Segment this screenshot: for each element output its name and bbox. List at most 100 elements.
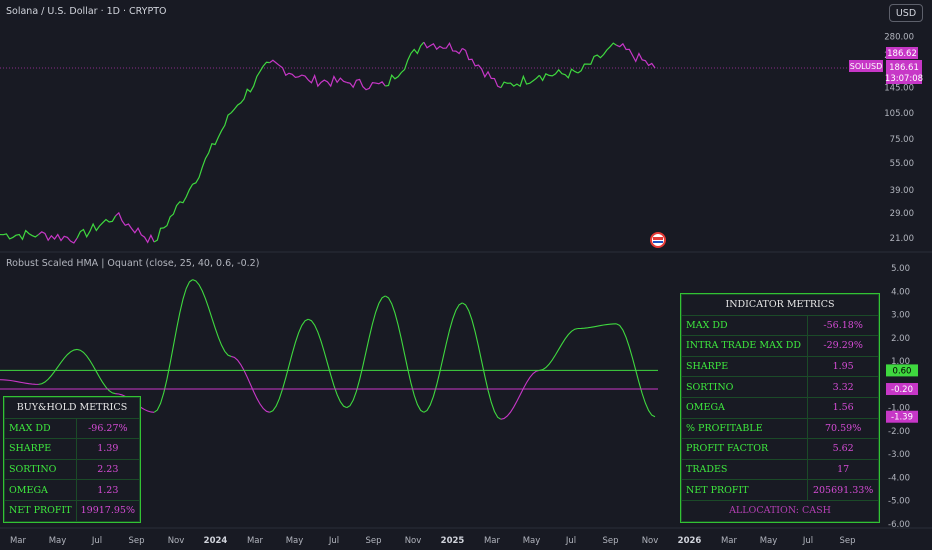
time-axis-label: Jul bbox=[802, 536, 813, 546]
metric-label: INTRA TRADE MAX DD bbox=[680, 335, 809, 357]
indicator-tick-label: 5.00 bbox=[891, 264, 910, 274]
time-axis-label: May bbox=[49, 536, 67, 546]
price-segment bbox=[385, 41, 425, 87]
metric-label: SORTINO bbox=[4, 458, 77, 481]
table-row: SHARPE 1.39 bbox=[4, 438, 140, 460]
price-tick-label: 39.00 bbox=[890, 186, 914, 196]
metric-label: OMEGA bbox=[680, 396, 809, 419]
time-axis-label: 2026 bbox=[678, 536, 702, 546]
metric-label: NET PROFIT bbox=[4, 499, 77, 522]
time-axis-label: 2025 bbox=[441, 536, 465, 546]
indicator-title[interactable]: Robust Scaled HMA | Oquant (close, 25, 4… bbox=[6, 258, 260, 269]
indicator-segment bbox=[153, 279, 193, 413]
indicator-segment bbox=[539, 327, 579, 371]
indicator-tick-label: -2.00 bbox=[888, 427, 910, 437]
current-indicator-tag: -1.39 bbox=[891, 413, 913, 423]
time-axis-label: Nov bbox=[405, 536, 422, 546]
upper-threshold-tag-bg bbox=[886, 364, 918, 377]
currency-button[interactable]: USD bbox=[889, 4, 923, 22]
symbol-tag-bg bbox=[849, 60, 883, 72]
time-axis-label: 2024 bbox=[204, 536, 228, 546]
price-tick-label: 75.00 bbox=[890, 135, 914, 145]
price-segment bbox=[269, 59, 309, 81]
price-segment bbox=[0, 229, 39, 241]
table-row: OMEGA 1.23 bbox=[4, 479, 140, 501]
price-segment bbox=[423, 41, 463, 55]
indicator-metrics-table: INDICATOR METRICS MAX DD -56.18% INTRA TR… bbox=[680, 293, 880, 523]
metric-label: TRADES bbox=[680, 458, 809, 481]
metric-value: 205691.33% bbox=[807, 479, 879, 501]
time-axis-label: Jul bbox=[328, 536, 339, 546]
metric-label: MAX DD bbox=[4, 417, 77, 440]
indicator-segment bbox=[346, 295, 386, 409]
table-row: NET PROFIT 19917.95% bbox=[4, 499, 140, 522]
metric-value: 5.62 bbox=[807, 438, 879, 460]
indicator-segment bbox=[423, 302, 463, 413]
price-segment bbox=[577, 42, 617, 74]
metric-value: 17 bbox=[807, 458, 879, 481]
table-row: MAX DD -56.18% bbox=[680, 314, 879, 337]
price-segment bbox=[38, 231, 78, 244]
last-price-high-tag-bg bbox=[886, 47, 918, 59]
time-axis-label: Jul bbox=[565, 536, 576, 546]
price-segment bbox=[192, 112, 232, 185]
metric-value: 1.23 bbox=[75, 479, 140, 501]
table-row: OMEGA 1.56 bbox=[680, 396, 879, 419]
price-segment bbox=[500, 74, 540, 88]
chart-title: Solana / U.S. Dollar · 1D · CRYPTO bbox=[6, 6, 167, 17]
time-axis-label: Sep bbox=[128, 536, 144, 546]
indicator-segment bbox=[500, 369, 540, 420]
price-tick-label: 29.00 bbox=[890, 209, 914, 219]
metric-value: 19917.95% bbox=[75, 499, 140, 522]
flag-icon[interactable] bbox=[650, 232, 666, 248]
price-segment bbox=[115, 211, 155, 244]
price-tick-label: 21.00 bbox=[890, 234, 914, 244]
indicator-tick-label: -3.00 bbox=[888, 450, 910, 460]
table-row: % PROFITABLE 70.59% bbox=[680, 417, 879, 440]
time-axis-label: Nov bbox=[168, 536, 185, 546]
countdown-label: 13:07:08 bbox=[885, 74, 923, 84]
indicator-segment bbox=[385, 295, 425, 413]
current-indicator-tag-bg bbox=[886, 410, 918, 423]
metric-value: 1.56 bbox=[807, 396, 879, 419]
lower-threshold-tag: -0.20 bbox=[891, 385, 913, 395]
price-segment bbox=[307, 73, 347, 88]
indicator-tick-label: 4.00 bbox=[891, 287, 910, 297]
last-price-tag: 186.61 bbox=[889, 63, 919, 73]
metric-label: PROFIT FACTOR bbox=[680, 438, 809, 460]
indicator-tick-label: 3.00 bbox=[891, 311, 910, 321]
indicator-segment bbox=[76, 348, 116, 395]
indicator-metrics-title: INDICATOR METRICS bbox=[681, 294, 879, 316]
price-tick-label: 280.00 bbox=[884, 32, 914, 42]
time-axis-label: Mar bbox=[484, 536, 501, 546]
axis-labels: 280.00220.00145.00105.0075.0055.0039.002… bbox=[10, 32, 923, 546]
price-series bbox=[0, 41, 656, 244]
time-axis-label: Sep bbox=[365, 536, 381, 546]
metric-value: 3.32 bbox=[807, 376, 879, 398]
symbol-tag: SOLUSD bbox=[850, 62, 883, 71]
indicator-segment bbox=[308, 318, 347, 409]
time-axis-label: Nov bbox=[642, 536, 659, 546]
metric-value: 2.23 bbox=[75, 458, 140, 481]
metric-label: NET PROFIT bbox=[680, 479, 809, 501]
metric-value: -96.27% bbox=[75, 417, 140, 440]
last-price-tag-bg bbox=[886, 60, 922, 84]
table-row: SORTINO 2.23 bbox=[4, 458, 140, 481]
price-tick-label: 105.00 bbox=[884, 109, 914, 119]
price-segment bbox=[153, 183, 194, 243]
indicator-tick-label: -4.00 bbox=[888, 473, 910, 483]
indicator-segment bbox=[0, 379, 39, 385]
time-axis-label: Sep bbox=[602, 536, 618, 546]
table-row: SORTINO 3.32 bbox=[680, 376, 879, 398]
table-row: SHARPE 1.95 bbox=[680, 355, 879, 378]
metric-value: 70.59% bbox=[807, 417, 879, 440]
metric-value: 1.95 bbox=[807, 355, 879, 378]
metric-label: SORTINO bbox=[680, 376, 809, 398]
time-axis-label: May bbox=[523, 536, 541, 546]
indicator-tick-label: -1.00 bbox=[888, 404, 910, 414]
price-segment bbox=[462, 47, 502, 89]
time-axis-label: May bbox=[286, 536, 304, 546]
indicator-tick-label: -6.00 bbox=[888, 520, 910, 530]
lower-threshold-tag-bg bbox=[886, 383, 918, 396]
